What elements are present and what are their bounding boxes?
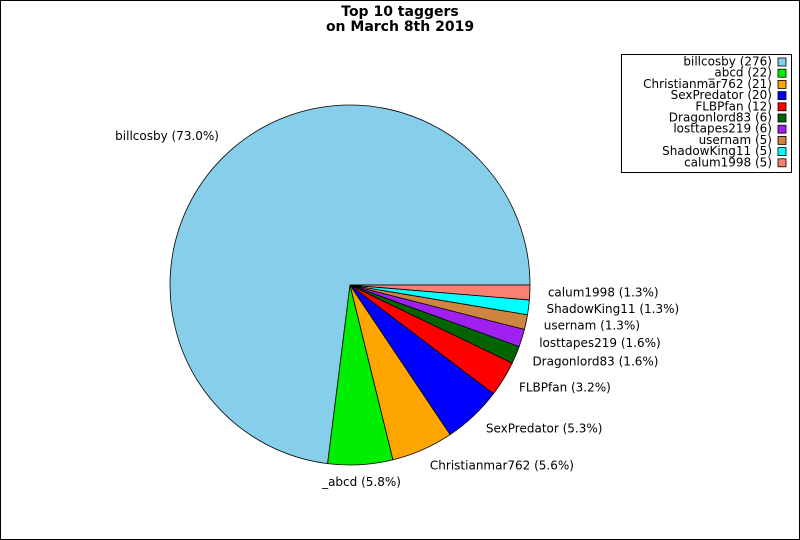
slice-label: _abcd (5.8%) bbox=[321, 475, 401, 489]
pie-slice bbox=[349, 284, 531, 301]
pie-slice bbox=[169, 104, 531, 465]
legend-swatch bbox=[777, 158, 787, 168]
legend-swatch bbox=[777, 68, 787, 78]
slice-label: ShadowKing11 (1.3%) bbox=[546, 302, 679, 316]
slice-label: FLBPfan (3.2%) bbox=[519, 381, 611, 395]
slice-label: losttapes219 (1.6%) bbox=[539, 336, 661, 350]
legend-label: _abcd (22) bbox=[707, 66, 772, 80]
legend-swatch bbox=[777, 135, 787, 145]
legend-label: losttapes219 (6) bbox=[673, 122, 772, 136]
slice-label: billcosby (73.0%) bbox=[115, 129, 219, 143]
slice-label: SexPredator (5.3%) bbox=[486, 422, 603, 436]
legend-label: billcosby (276) bbox=[683, 55, 772, 69]
legend-label: ShadowKing11 (5) bbox=[662, 144, 772, 158]
slice-label: usernam (1.3%) bbox=[544, 318, 640, 332]
legend-label: FLBPfan (12) bbox=[695, 99, 772, 113]
slice-label: calum1998 (1.3%) bbox=[548, 286, 659, 300]
legend-label: usernam (5) bbox=[699, 133, 772, 147]
legend-label: calum1998 (5) bbox=[684, 155, 772, 169]
legend-label: Dragonlord83 (6) bbox=[669, 111, 772, 125]
chart-title: Top 10 taggers bbox=[341, 4, 458, 20]
legend-label: Christianmar762 (21) bbox=[643, 77, 772, 91]
slice-label: Dragonlord83 (1.6%) bbox=[532, 354, 658, 368]
legend-swatch bbox=[777, 91, 787, 100]
legend-swatch bbox=[777, 124, 787, 134]
legend-swatch bbox=[777, 102, 787, 112]
legend-label: SexPredator (20) bbox=[671, 88, 772, 102]
chart-subtitle: on March 8th 2019 bbox=[326, 19, 474, 35]
legend-box bbox=[621, 54, 792, 173]
slice-label: Christianmar762 (5.6%) bbox=[430, 459, 574, 473]
legend-swatch bbox=[777, 113, 787, 123]
legend-swatch bbox=[777, 57, 787, 67]
legend-swatch bbox=[777, 147, 787, 157]
legend-swatch bbox=[777, 80, 787, 89]
